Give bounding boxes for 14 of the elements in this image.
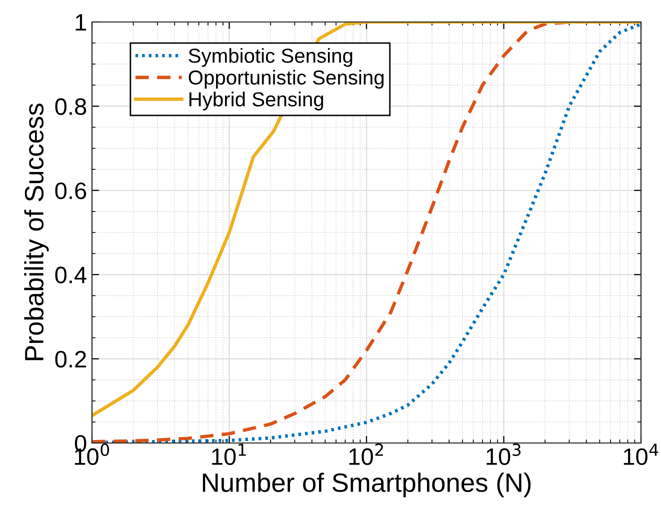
legend-label: Opportunistic Sensing bbox=[188, 70, 384, 89]
x-axis-title: Number of Smartphones (N) bbox=[202, 472, 531, 498]
legend-label: Hybrid Sensing bbox=[189, 92, 324, 110]
y-tick-label: 0.6 bbox=[55, 182, 86, 200]
legend-label: Symbiotic Sensing bbox=[188, 48, 352, 67]
x-tick-label: 10$^{1}$ bbox=[212, 444, 246, 466]
y-tick-label: 1 bbox=[76, 14, 86, 31]
x-tick-label: 10$^{2}$ bbox=[349, 443, 383, 466]
y-axis-title: Probability of Success bbox=[24, 104, 49, 360]
y-tick-label: 0.4 bbox=[55, 266, 86, 284]
x-tick-label: 10$^{3}$ bbox=[486, 443, 521, 466]
y-tick-label: 0.2 bbox=[55, 350, 86, 368]
y-tick-label: 0.8 bbox=[55, 98, 86, 115]
x-tick-label: 10$^{4}$ bbox=[624, 444, 658, 466]
